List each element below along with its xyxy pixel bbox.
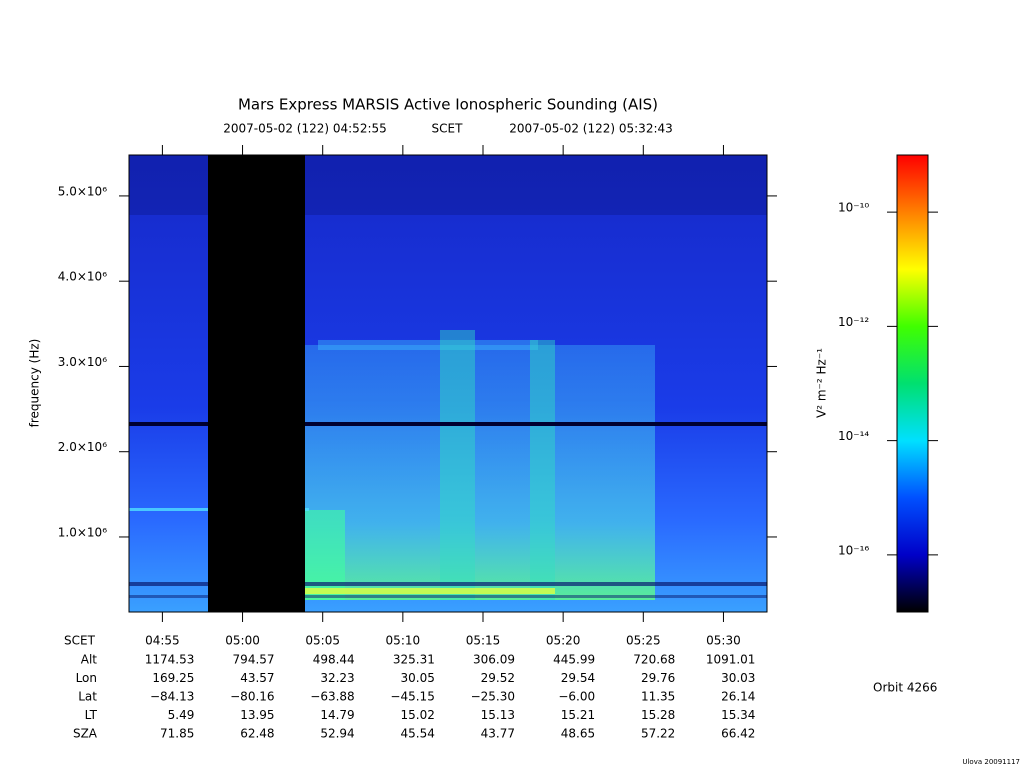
table-row-label: Lat [78,690,97,704]
y-axis-label: frequency (Hz) [28,339,42,428]
x-tick-label: 05:15 [466,634,501,648]
table-cell: 306.09 [473,653,515,667]
table-cell: 445.99 [553,653,595,667]
table-cell: −6.00 [558,690,595,704]
table-cell: 43.57 [240,671,274,685]
x-tick-label: 05:00 [225,634,260,648]
spectrogram-plasma [305,345,655,600]
chart-title: Mars Express MARSIS Active Ionospheric S… [238,96,658,114]
spectrogram [129,155,767,612]
table-cell: 498.44 [313,653,355,667]
spectrogram-stripe [129,422,767,426]
subtitle-start: 2007-05-02 (122) 04:52:55 [223,122,387,136]
spectrogram-trace [305,588,555,594]
table-cell: 45.54 [400,727,434,741]
y-tick-label: 1.0×10⁶ [58,525,107,539]
spectrogram-blob [305,510,345,600]
table-cell: 5.49 [168,708,195,722]
x-tick-label: 05:25 [626,634,661,648]
table-cell: 26.14 [721,690,755,704]
table-cell: 1091.01 [706,653,756,667]
table-cell: 14.79 [320,708,354,722]
table-cell: 169.25 [152,671,194,685]
spectrogram-edge [318,340,538,350]
table-cell: −63.88 [310,690,354,704]
table-cell: 1174.53 [145,653,195,667]
table-cell: 11.35 [641,690,675,704]
colorbar-label: V² m⁻² Hz⁻¹ [815,348,829,418]
colorbar-tick-label: 10⁻¹⁰ [838,201,869,215]
spectrogram-blob [530,340,555,600]
y-tick-label: 2.0×10⁶ [58,440,107,454]
colorbar [896,154,929,613]
table-cell: 794.57 [233,653,275,667]
table-cell: 62.48 [240,727,274,741]
y-tick-label: 5.0×10⁶ [58,184,107,198]
footer: Ulova 20091117 [962,758,1020,766]
colorbar-tick-label: 10⁻¹⁶ [838,543,869,557]
data-gap [208,155,305,612]
table-cell: 15.21 [561,708,595,722]
table-row-label: Alt [81,653,98,667]
y-tick-label: 3.0×10⁶ [58,355,107,369]
table-cell: 48.65 [561,727,595,741]
table-cell: 29.52 [481,671,515,685]
table-cell: 15.34 [721,708,755,722]
table-cell: 15.13 [481,708,515,722]
table-cell: 71.85 [160,727,194,741]
spectrogram-blob [440,330,475,600]
subtitle-frame: SCET [432,122,464,136]
table-cell: 30.05 [400,671,434,685]
y-tick-label: 4.0×10⁶ [58,270,107,284]
table-cell: −25.30 [471,690,515,704]
colorbar-tick-label: 10⁻¹⁴ [838,429,869,443]
table-cell: 57.22 [641,727,675,741]
table-cell: 29.54 [561,671,595,685]
table-cell: 15.28 [641,708,675,722]
table-row-label: Lon [76,671,97,685]
spectrogram-stripe [129,595,767,598]
table-cell: 30.03 [721,671,755,685]
table-cell: −45.15 [390,690,434,704]
table-cell: 66.42 [721,727,755,741]
table-cell: 325.31 [393,653,435,667]
table-cell: 15.02 [400,708,434,722]
spectrogram-stripe [129,582,767,586]
x-tick-label: 05:05 [305,634,340,648]
colorbar-tick-label: 10⁻¹² [838,315,869,329]
table-cell: 43.77 [481,727,515,741]
x-tick-label: 05:30 [706,634,741,648]
table-cell: −80.16 [230,690,274,704]
table-row-label: SZA [73,727,98,741]
table-cell: −84.13 [150,690,194,704]
plot-frame [128,154,768,613]
table-row-label: LT [85,708,98,722]
table-cell: 52.94 [320,727,354,741]
table-cell: 720.68 [633,653,675,667]
table-cell: 29.76 [641,671,675,685]
table-cell: 13.95 [240,708,274,722]
table-x-label: SCET [64,634,96,648]
table-cell: 32.23 [320,671,354,685]
orbit: Orbit 4266 [873,681,937,695]
x-tick-label: 04:55 [145,634,180,648]
x-tick-label: 05:20 [546,634,581,648]
subtitle-end: 2007-05-02 (122) 05:32:43 [509,122,673,136]
x-tick-label: 05:10 [386,634,421,648]
